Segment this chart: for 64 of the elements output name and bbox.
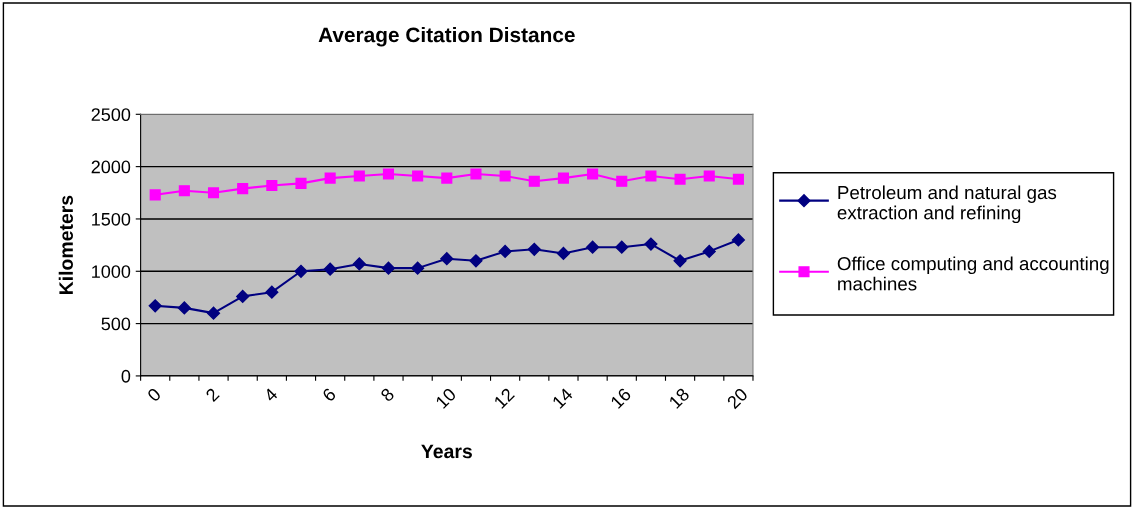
point: [266, 179, 278, 192]
point: [148, 299, 162, 313]
point: [644, 237, 658, 251]
point: [673, 254, 687, 268]
point: [237, 183, 249, 195]
point: [207, 187, 220, 199]
point: [382, 168, 395, 180]
point: [236, 289, 250, 303]
point: [556, 246, 571, 261]
point: [499, 170, 511, 182]
point: [498, 244, 512, 258]
y-tick-label: 500: [101, 317, 131, 331]
point: [557, 172, 569, 184]
point: [616, 175, 628, 187]
point: [615, 240, 629, 254]
x-tick-label: 8: [379, 387, 395, 403]
point: [323, 262, 337, 276]
legend-label: Office computing and accounting machines: [837, 256, 1109, 291]
y-tick-label: 2500: [91, 108, 131, 122]
x-tick-label: 14: [551, 387, 574, 409]
point: [587, 168, 599, 180]
point: [206, 306, 221, 320]
point: [469, 254, 483, 268]
legend-label: Petroleum and natural gas extraction and refining: [837, 185, 1057, 224]
point: [352, 257, 366, 271]
point: [353, 170, 365, 182]
x-tick-label: 4: [263, 387, 279, 403]
point: [294, 264, 308, 278]
chart-title: Average Citation Distance: [318, 26, 575, 47]
y-tick-label: 1500: [92, 212, 131, 226]
x-tick-label: 10: [435, 387, 457, 409]
point: [295, 177, 307, 189]
point: [732, 173, 744, 185]
point: [440, 252, 454, 266]
point: [411, 261, 425, 275]
point: [412, 170, 424, 182]
point: [381, 261, 396, 275]
x-tick-label: 6: [321, 387, 337, 403]
x-tick-label: 18: [668, 387, 691, 409]
x-tick-label: 20: [726, 387, 749, 410]
point: [177, 301, 191, 315]
point: [265, 285, 279, 299]
x-tick-label: 12: [493, 387, 515, 409]
point: [470, 168, 482, 180]
point: [527, 242, 541, 256]
x-axis-title: Years: [421, 444, 472, 459]
y-axis-title: Kilometers: [58, 195, 73, 295]
y-tick-label: 0: [121, 369, 131, 383]
point: [645, 170, 657, 182]
x-tick-label: 16: [610, 387, 632, 409]
x-tick-label: 2: [204, 387, 220, 403]
y-tick-label: 2000: [91, 160, 131, 174]
y-tick-label: 1000: [92, 265, 131, 278]
point: [702, 244, 716, 258]
point: [441, 172, 453, 184]
point: [586, 240, 600, 254]
point: [703, 170, 715, 182]
point: [149, 189, 161, 201]
point: [674, 173, 686, 185]
point: [731, 233, 745, 247]
point: [324, 172, 336, 184]
point: [178, 185, 190, 197]
x-tick-label: 0: [146, 387, 162, 403]
point: [528, 175, 540, 187]
